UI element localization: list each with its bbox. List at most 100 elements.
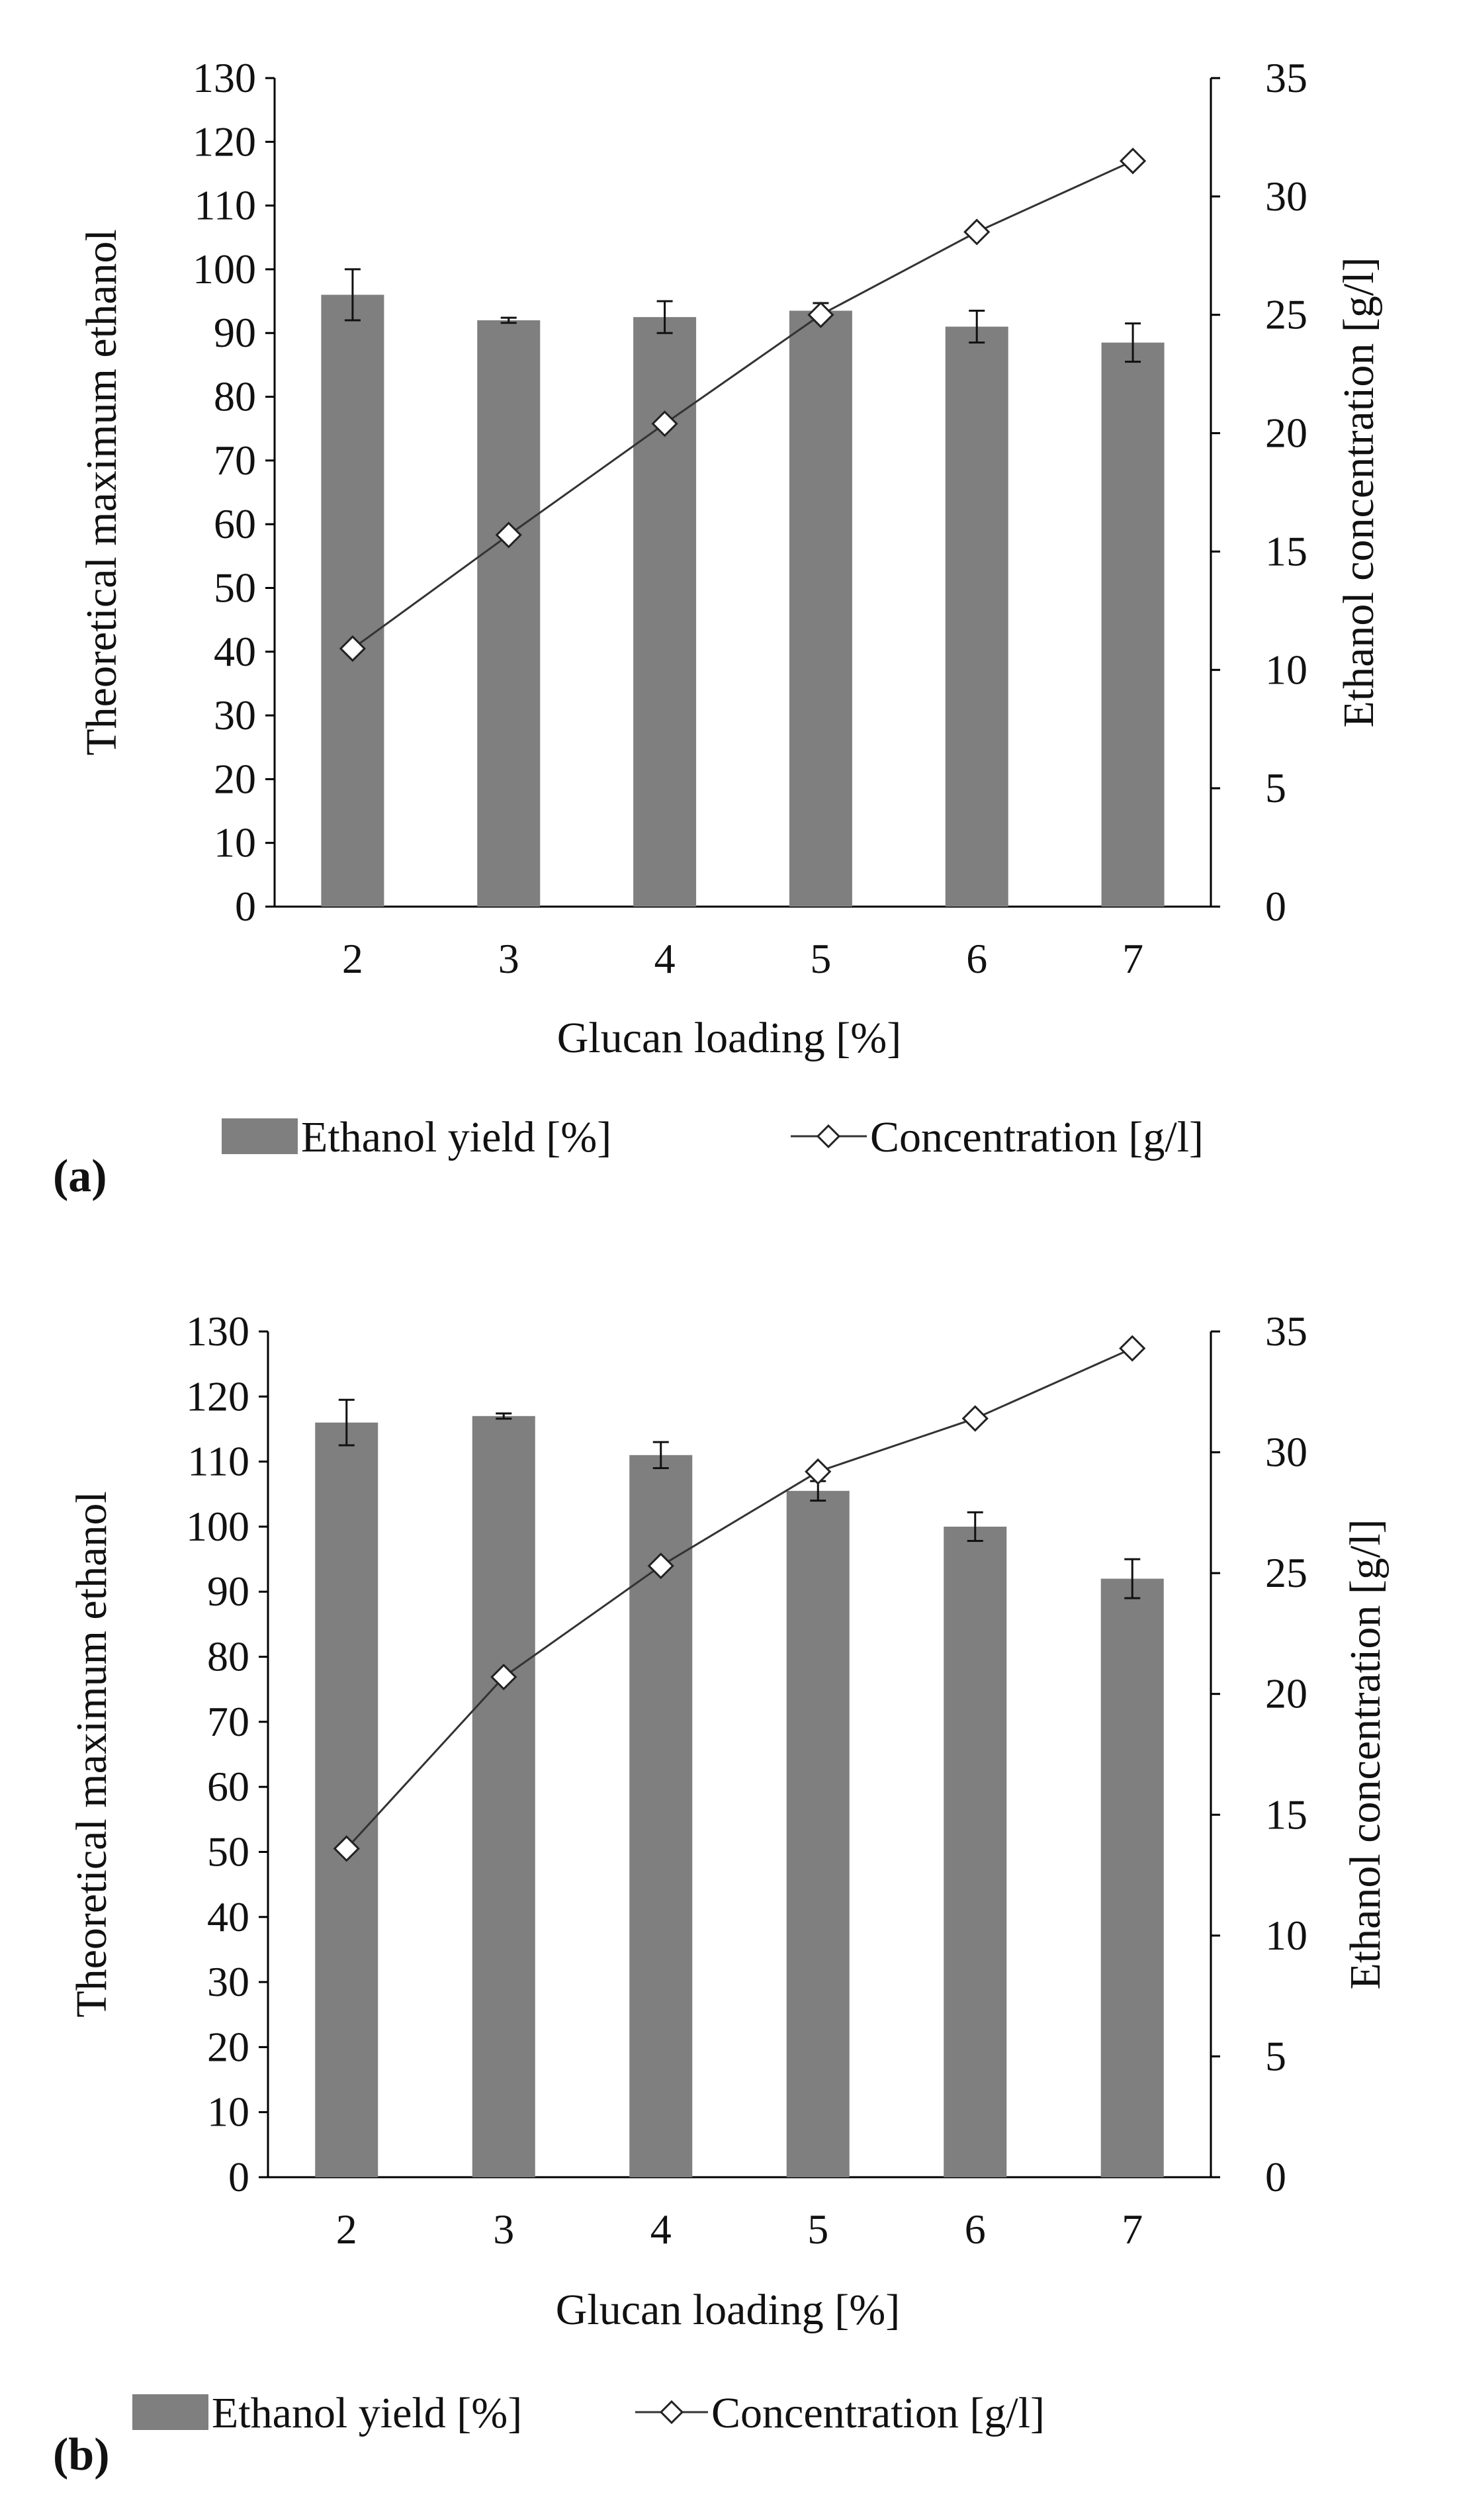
concentration-marker: [807, 301, 834, 328]
right-y-tick-label: 10: [1265, 646, 1307, 693]
right-y-tick-label: 35: [1265, 54, 1307, 101]
right-y-tick-label: 15: [1265, 1791, 1307, 1838]
bar: [789, 310, 852, 907]
left-y-tick-label: 20: [207, 2023, 249, 2070]
concentration-marker: [1119, 1335, 1146, 1362]
left-y-tick-label: 0: [235, 883, 256, 930]
bar: [315, 1422, 378, 2177]
legend-line-label: Concentration [g/l]: [711, 2389, 1045, 2437]
concentration-marker: [651, 410, 678, 437]
right-y-tick-label: 20: [1265, 410, 1307, 457]
x-tick-label: 3: [493, 2206, 514, 2253]
left-y-tick-label: 110: [187, 1438, 249, 1485]
bar: [321, 294, 384, 907]
bar: [1101, 342, 1165, 907]
right-y-tick-label: 10: [1265, 1912, 1307, 1959]
left-y-tick-label: 50: [214, 564, 256, 611]
left-y-tick-label: 50: [207, 1828, 249, 1875]
right-y-axis-title: Ethanol concentration [g/l]: [1341, 1519, 1390, 1989]
left-y-tick-label: 70: [214, 437, 256, 484]
concentration-marker: [495, 521, 522, 549]
x-axis-title: Glucan loading [%]: [557, 1014, 902, 1062]
left-y-tick-label: 120: [193, 118, 256, 165]
bar: [477, 320, 541, 907]
left-y-tick-label: 40: [207, 1893, 249, 1940]
left-y-tick-label: 130: [193, 54, 256, 101]
x-tick-label: 2: [336, 2206, 357, 2253]
bar: [945, 326, 1008, 907]
concentration-line: [345, 1347, 1133, 1850]
left-y-tick-label: 90: [207, 1568, 249, 1615]
right-y-tick-label: 30: [1265, 1429, 1307, 1476]
left-y-tick-label: 100: [193, 246, 256, 292]
left-y-tick-label: 60: [207, 1763, 249, 1810]
legend-line-label: Concentration [g/l]: [870, 1113, 1204, 1161]
right-y-tick-label: 25: [1265, 1549, 1307, 1596]
legend-diamond-icon: [816, 1124, 841, 1149]
left-y-tick-label: 30: [207, 1958, 249, 2005]
left-y-tick-label: 40: [214, 628, 256, 675]
left-y-tick-label: 70: [207, 1698, 249, 1745]
legend-bar-label: Ethanol yield [%]: [301, 1113, 611, 1161]
left-y-tick-label: 130: [186, 1308, 249, 1355]
right-y-tick-label: 5: [1265, 2032, 1286, 2079]
left-y-tick-label: 80: [207, 1633, 249, 1680]
x-tick-label: 6: [965, 2206, 986, 2253]
x-tick-label: 5: [810, 935, 831, 982]
concentration-marker: [963, 218, 991, 246]
left-y-tick-label: 90: [214, 309, 256, 356]
right-y-tick-label: 20: [1265, 1670, 1307, 1717]
right-y-tick-label: 25: [1265, 291, 1307, 338]
left-y-tick-label: 60: [214, 500, 256, 547]
left-y-tick-label: 30: [214, 692, 256, 739]
bar: [944, 1526, 1007, 2177]
legend-bar-label: Ethanol yield [%]: [212, 2389, 522, 2437]
concentration-marker: [1119, 148, 1147, 175]
concentration-marker: [961, 1405, 989, 1432]
right-y-tick-label: 5: [1265, 764, 1286, 811]
right-y-tick-label: 35: [1265, 1308, 1307, 1355]
bar: [472, 1416, 535, 2177]
left-y-axis-title: Theoretical maximum ethanol: [67, 1491, 116, 2017]
left-y-tick-label: 10: [207, 2089, 249, 2136]
bar: [786, 1490, 850, 2177]
legend-bar-swatch: [222, 1118, 298, 1154]
legend-diamond-icon: [659, 2400, 684, 2425]
x-tick-label: 5: [807, 2206, 828, 2253]
panel-label: (a): [53, 1151, 107, 1202]
left-y-tick-label: 100: [186, 1503, 249, 1550]
concentration-marker: [647, 1552, 674, 1580]
chart-panel-a: Glucan loading [%] Theoretical maximum e…: [53, 54, 1383, 1202]
left-y-tick-label: 80: [214, 373, 256, 420]
x-tick-label: 4: [650, 2206, 672, 2253]
x-tick-label: 6: [966, 935, 987, 982]
concentration-line: [352, 159, 1133, 650]
x-tick-label: 2: [342, 935, 363, 982]
x-tick-label: 7: [1122, 935, 1143, 982]
concentration-marker: [333, 1835, 360, 1862]
right-y-tick-label: 0: [1265, 883, 1286, 930]
left-y-tick-label: 20: [214, 755, 256, 802]
bar: [1100, 1578, 1164, 2177]
left-y-tick-label: 110: [194, 182, 256, 229]
concentration-marker: [805, 1458, 832, 1485]
left-y-axis-title: Theoretical maximum ethanol: [77, 229, 126, 755]
legend-bar-swatch: [132, 2394, 208, 2430]
right-y-tick-label: 15: [1265, 527, 1307, 574]
left-y-tick-label: 0: [228, 2153, 249, 2200]
right-y-tick-label: 30: [1265, 173, 1307, 220]
concentration-marker: [339, 635, 367, 662]
x-tick-label: 3: [498, 935, 519, 982]
concentration-marker: [490, 1664, 517, 1691]
chart-panel-b: Glucan loading [%] Theoretical maximum e…: [53, 1308, 1390, 2480]
panel-label: (b): [53, 2429, 110, 2480]
right-y-axis-title: Ethanol concentration [g/l]: [1335, 257, 1383, 727]
x-tick-label: 4: [654, 935, 676, 982]
right-y-tick-label: 0: [1265, 2153, 1286, 2200]
x-axis-title: Glucan loading [%]: [556, 2286, 901, 2334]
bar: [633, 317, 697, 907]
left-y-tick-label: 10: [214, 819, 256, 866]
x-tick-label: 7: [1122, 2206, 1143, 2253]
left-y-tick-label: 120: [186, 1372, 249, 1419]
